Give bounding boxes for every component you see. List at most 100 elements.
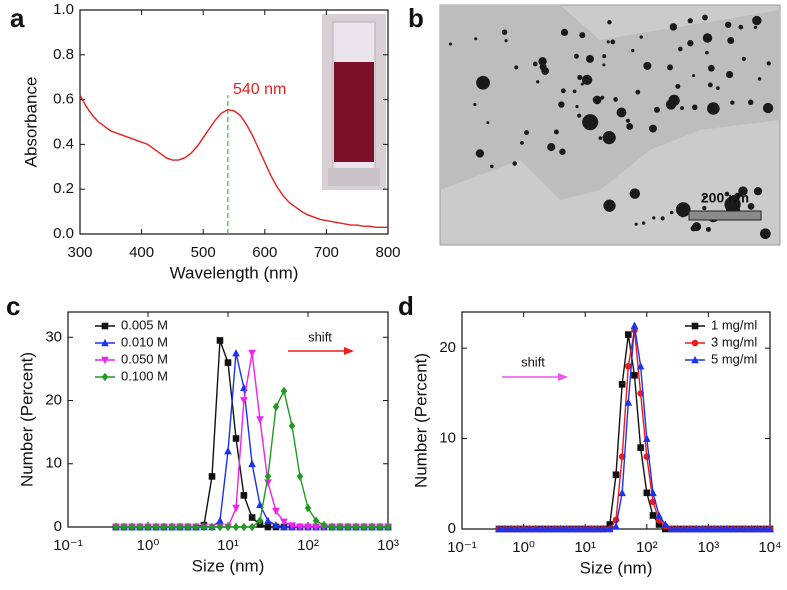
data-point: [192, 522, 200, 532]
legend-label: 0.050 M: [121, 351, 168, 366]
particle: [532, 61, 538, 67]
data-point: [723, 524, 731, 533]
particle: [680, 106, 684, 110]
particle: [680, 212, 686, 218]
data-point: [562, 524, 571, 533]
data-point: [256, 416, 264, 424]
panel-label: d: [398, 291, 414, 321]
data-point: [753, 524, 762, 533]
vial-base: [328, 168, 380, 186]
particle: [560, 28, 569, 37]
data-point: [716, 524, 725, 533]
data-point: [581, 524, 589, 533]
data-point: [575, 524, 583, 533]
x-tick-label: 300: [67, 244, 92, 261]
data-point: [264, 516, 272, 524]
particle: [687, 18, 693, 24]
x-tick-label: 10³: [377, 537, 399, 554]
particle: [514, 65, 519, 70]
particle: [448, 42, 452, 46]
particle: [703, 195, 707, 199]
data-point: [320, 520, 328, 530]
data-point: [631, 371, 638, 379]
particle: [579, 32, 586, 39]
data-point: [112, 522, 120, 532]
data-point: [747, 524, 756, 533]
y-tick-label: 20: [439, 339, 456, 356]
data-point: [667, 524, 676, 533]
data-point: [532, 524, 540, 533]
legend-label: 0.100 M: [121, 368, 168, 383]
particle: [753, 25, 758, 30]
particle: [473, 102, 477, 107]
particle: [573, 53, 579, 59]
x-tick-label: 10¹: [574, 539, 596, 556]
data-point: [606, 524, 614, 533]
particle: [600, 95, 605, 100]
particle: [626, 123, 634, 130]
data-point: [216, 337, 224, 344]
data-point: [101, 372, 109, 382]
vial-liquid: [334, 62, 374, 162]
particle: [616, 107, 627, 118]
data-point: [525, 524, 534, 533]
x-tick-label: 10⁴: [758, 539, 781, 556]
data-point: [556, 524, 565, 533]
data-point: [513, 524, 522, 533]
x-tick-label: 10⁻¹: [447, 539, 477, 556]
data-point: [120, 522, 128, 532]
particle: [752, 15, 762, 26]
data-point: [224, 447, 232, 455]
y-axis-label: Number (Percent): [17, 352, 36, 487]
data-point: [152, 522, 160, 532]
annotation: shift: [308, 329, 332, 344]
y-tick-label: 0.0: [53, 225, 74, 242]
panel-label: a: [10, 3, 25, 33]
data-point: [296, 472, 304, 481]
particle: [592, 95, 602, 105]
data-point: [643, 434, 651, 442]
data-point: [649, 488, 657, 497]
particle: [635, 89, 641, 95]
data-point: [643, 489, 651, 497]
data-point: [240, 397, 248, 405]
data-point: [304, 523, 312, 532]
data-point: [550, 524, 559, 533]
particle: [705, 50, 709, 55]
data-point: [288, 522, 296, 530]
particle: [766, 61, 771, 66]
data-point: [495, 524, 503, 533]
y-tick-label: 1.0: [53, 1, 74, 18]
panel-label: b: [408, 3, 424, 33]
x-axis-label: Size (nm): [580, 558, 653, 577]
legend-label: 1 mg/ml: [711, 317, 757, 332]
particle: [524, 130, 530, 136]
data-point: [618, 381, 626, 388]
data-point: [760, 524, 768, 533]
particle: [538, 57, 547, 66]
particle: [602, 131, 616, 145]
legend-label: 5 mg/ml: [711, 351, 757, 366]
particle: [669, 23, 678, 31]
particle: [702, 205, 707, 211]
data-point: [384, 522, 392, 532]
data-point: [625, 362, 632, 370]
data-point: [501, 524, 509, 533]
data-point: [612, 522, 620, 530]
plot-frame: [79, 9, 389, 235]
data-point: [248, 514, 256, 521]
data-point: [312, 523, 320, 532]
particle: [553, 129, 559, 135]
particle: [629, 188, 641, 199]
particle: [690, 225, 697, 232]
arrow-head: [558, 373, 568, 381]
data-point: [766, 524, 774, 533]
arrow-head: [344, 347, 354, 355]
scale-bar: [688, 210, 762, 221]
data-point: [136, 522, 144, 532]
particle: [558, 101, 565, 108]
particle: [692, 74, 696, 78]
particle: [738, 24, 744, 30]
particle: [727, 37, 735, 44]
particle: [649, 124, 657, 133]
